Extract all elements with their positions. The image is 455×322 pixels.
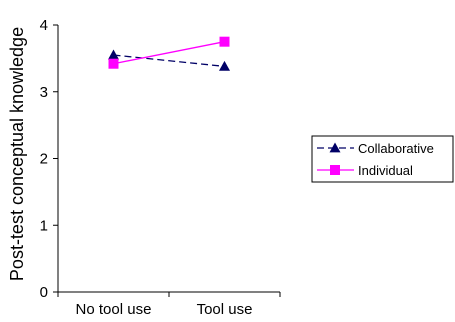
legend-marker-individual xyxy=(330,165,340,175)
data-point-individual-2 xyxy=(219,36,230,47)
y-tick-label-1: 1 xyxy=(40,217,48,234)
data-point-individual-1 xyxy=(108,58,119,69)
legend-label-individual: Individual xyxy=(358,163,413,178)
data-point-collaborative-2 xyxy=(219,60,230,71)
y-axis-label: Post-test conceptual knowledge xyxy=(7,27,27,281)
series-line-individual xyxy=(113,41,225,65)
data-point-collaborative-1 xyxy=(108,49,119,60)
y-tick-label-2: 2 xyxy=(40,151,48,168)
y-tick-label-4: 4 xyxy=(40,17,48,34)
x-tick-label-1: No tool use xyxy=(76,301,152,318)
legend-marker-collaborative xyxy=(329,142,341,153)
legend-label-collaborative: Collaborative xyxy=(358,141,434,156)
x-tick-label-2: Tool use xyxy=(197,301,253,318)
series-line-collaborative xyxy=(113,54,225,68)
y-tick-label-3: 3 xyxy=(40,84,48,101)
y-tick-label-0: 0 xyxy=(40,284,48,301)
legend: Collaborative Individual xyxy=(311,135,454,183)
